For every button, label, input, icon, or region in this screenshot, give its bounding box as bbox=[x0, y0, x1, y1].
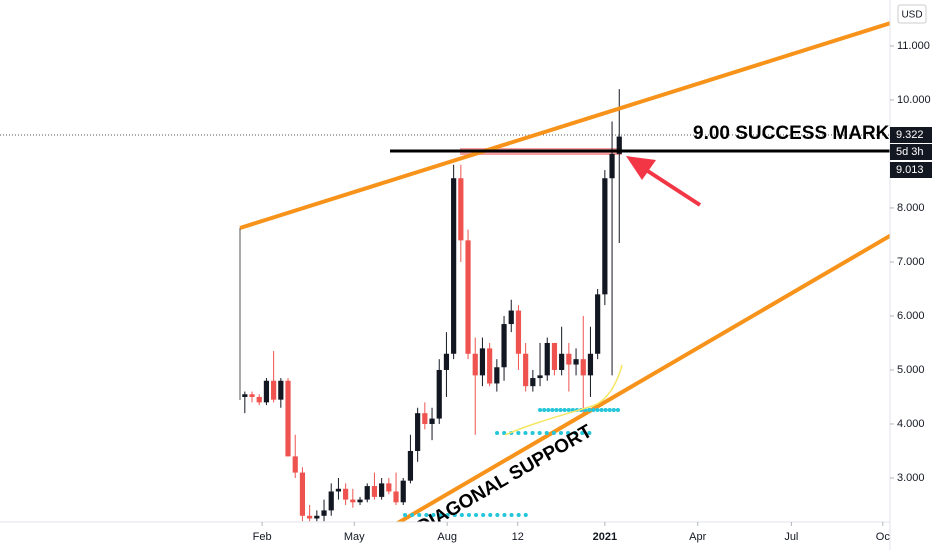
candle-body bbox=[314, 515, 320, 519]
candle-body bbox=[350, 499, 356, 503]
candle-body bbox=[479, 348, 486, 376]
candle-body bbox=[386, 483, 392, 492]
x-tick-label: Aug bbox=[437, 531, 457, 543]
candle-body bbox=[422, 413, 428, 424]
y-tick-label: 10.000 bbox=[897, 94, 931, 106]
x-tick-label: Apr bbox=[689, 531, 706, 543]
candle-body bbox=[307, 515, 313, 519]
lower-channel bbox=[395, 233, 890, 522]
candle-body bbox=[407, 450, 414, 481]
price-tag-label: 9.322 bbox=[896, 129, 924, 141]
annotation: 9.00 SUCCESS MARK bbox=[693, 123, 890, 144]
candle-body bbox=[451, 178, 457, 354]
x-tick-label: Jul bbox=[784, 531, 798, 543]
candle-body bbox=[595, 294, 601, 354]
candle-body bbox=[415, 413, 421, 451]
candle-body bbox=[321, 510, 327, 516]
candle-body bbox=[465, 240, 471, 354]
candle-body bbox=[292, 456, 298, 473]
candle-body bbox=[271, 380, 277, 400]
arrow bbox=[638, 164, 702, 207]
price-tag bbox=[890, 162, 932, 178]
x-tick-label: Oc bbox=[876, 531, 891, 543]
candle-body bbox=[364, 486, 370, 500]
arrow-head bbox=[626, 156, 656, 180]
candle-body bbox=[285, 380, 291, 457]
candle-body bbox=[515, 310, 522, 354]
y-tick-label: 8.000 bbox=[897, 202, 925, 214]
candle-body bbox=[494, 367, 500, 384]
candle-body bbox=[256, 396, 262, 403]
candle-body bbox=[263, 380, 270, 403]
candle-body bbox=[616, 136, 622, 154]
candle-body bbox=[436, 369, 442, 419]
price-tag-label: 9.013 bbox=[896, 164, 924, 176]
y-tick-label: 7.000 bbox=[897, 256, 925, 268]
candle-body bbox=[501, 324, 507, 368]
candle-body bbox=[443, 353, 450, 370]
candle-body bbox=[299, 472, 306, 516]
moving-average bbox=[504, 364, 623, 436]
candle-body bbox=[573, 359, 579, 365]
y-tick-label: 11.000 bbox=[897, 40, 930, 52]
candle-body bbox=[602, 178, 608, 295]
candle-body bbox=[537, 375, 543, 379]
candle-body bbox=[458, 178, 464, 241]
y-tick-label: 6.000 bbox=[897, 310, 925, 322]
candle-body bbox=[343, 488, 349, 500]
x-tick-label: May bbox=[344, 531, 365, 543]
candle-body bbox=[487, 348, 493, 384]
candle-body bbox=[551, 342, 558, 370]
annotation: DIAGONAL SUPPORT bbox=[414, 421, 596, 538]
candle-body bbox=[328, 491, 334, 511]
candle-body bbox=[566, 353, 572, 365]
candle-body bbox=[472, 353, 478, 376]
x-tick-label: Feb bbox=[253, 531, 272, 543]
upper-channel bbox=[239, 21, 890, 230]
x-tick-label: 12 bbox=[512, 531, 524, 543]
candle-body bbox=[242, 394, 248, 397]
candle-body bbox=[544, 342, 550, 376]
x-tick-label: 2021 bbox=[593, 531, 617, 543]
candle-body bbox=[335, 488, 342, 492]
candle-body bbox=[278, 380, 284, 400]
candle-body bbox=[371, 486, 378, 497]
candle-body bbox=[609, 153, 615, 179]
currency: USD bbox=[901, 10, 922, 21]
candle-body bbox=[393, 491, 399, 503]
candle-body bbox=[508, 310, 514, 325]
candle-body bbox=[379, 483, 385, 497]
candle-body bbox=[249, 394, 255, 397]
candle-body bbox=[357, 499, 363, 503]
y-tick-label: 3.000 bbox=[897, 472, 925, 484]
candle-body bbox=[400, 480, 406, 503]
candle-body bbox=[429, 418, 435, 424]
candles bbox=[242, 89, 622, 522]
plot-area: 9.00 SUCCESS MARK DIAGONAL SUPPORT bbox=[0, 21, 890, 538]
price-tag bbox=[890, 127, 932, 143]
candle-body bbox=[523, 353, 529, 387]
candle-body bbox=[530, 378, 536, 387]
candle-body bbox=[587, 353, 594, 376]
candle-body bbox=[559, 353, 565, 370]
candle-body bbox=[580, 359, 586, 376]
y-tick-label: 5.000 bbox=[897, 364, 925, 376]
y-tick-label: 4.000 bbox=[897, 418, 925, 430]
price-tag bbox=[890, 144, 932, 160]
price-tag-label: 5d 3h bbox=[896, 146, 924, 158]
currency-box bbox=[897, 4, 927, 24]
